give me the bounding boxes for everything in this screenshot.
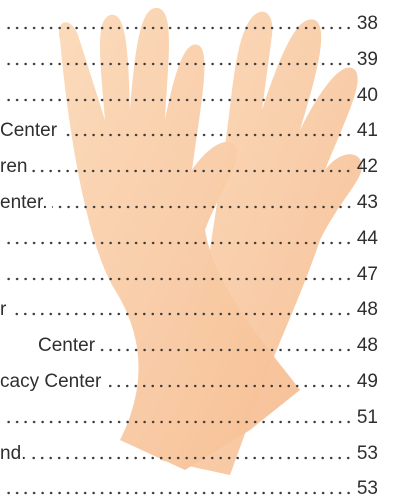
page-number: 42	[357, 156, 378, 178]
entry-title: r	[0, 299, 6, 321]
page-number: 39	[357, 49, 378, 71]
toc-entry: ren 42	[0, 148, 378, 178]
page-number: 44	[357, 228, 378, 250]
page-number: 51	[357, 407, 378, 429]
dot-leader	[105, 384, 352, 388]
toc-entry: 47	[0, 256, 378, 286]
page-number: 53	[357, 443, 378, 465]
toc-entry: Center 41	[0, 112, 378, 142]
dot-leader	[61, 133, 353, 137]
entry-title: Center	[0, 120, 57, 142]
page-number: 53	[357, 478, 378, 500]
toc-entry: enter. 43	[0, 184, 378, 214]
entry-title: ren	[0, 156, 27, 178]
page-number: 43	[357, 192, 378, 214]
toc-entry: 51	[0, 399, 378, 429]
dot-leader	[4, 62, 353, 66]
dot-leader	[10, 312, 353, 316]
page-number: 41	[357, 120, 378, 142]
toc-entry: 38	[0, 5, 378, 35]
dot-leader	[4, 26, 353, 30]
dot-leader	[4, 241, 353, 245]
dot-leader	[99, 348, 353, 352]
dot-leader	[4, 98, 353, 102]
dot-leader	[4, 420, 353, 424]
toc-entry: cacy Center 49	[0, 363, 378, 393]
entry-title: cacy Center	[0, 371, 101, 393]
dot-leader	[52, 205, 353, 209]
page-number: 48	[357, 299, 378, 321]
toc-entry: 44	[0, 220, 378, 250]
toc-entry: 40	[0, 77, 378, 107]
dot-leader	[30, 456, 352, 460]
toc-entry: nd. 53	[0, 435, 378, 465]
dot-leader	[4, 491, 353, 495]
page: {"toc": {"entries": [ {"page": "38"}, {"…	[0, 0, 412, 475]
dot-leader	[4, 277, 353, 281]
entry-title: nd.	[0, 443, 26, 465]
entry-title: Center	[38, 335, 95, 357]
page-number: 49	[357, 371, 378, 393]
toc-entry: Center 48	[0, 327, 378, 357]
toc-entry: r 48	[0, 291, 378, 321]
dot-leader	[31, 169, 352, 173]
entry-title: enter.	[0, 192, 48, 214]
page-number: 38	[357, 13, 378, 35]
page-number: 40	[357, 85, 378, 107]
toc-entry: 39	[0, 41, 378, 71]
page-number: 48	[357, 335, 378, 357]
page-number: 47	[357, 264, 378, 286]
